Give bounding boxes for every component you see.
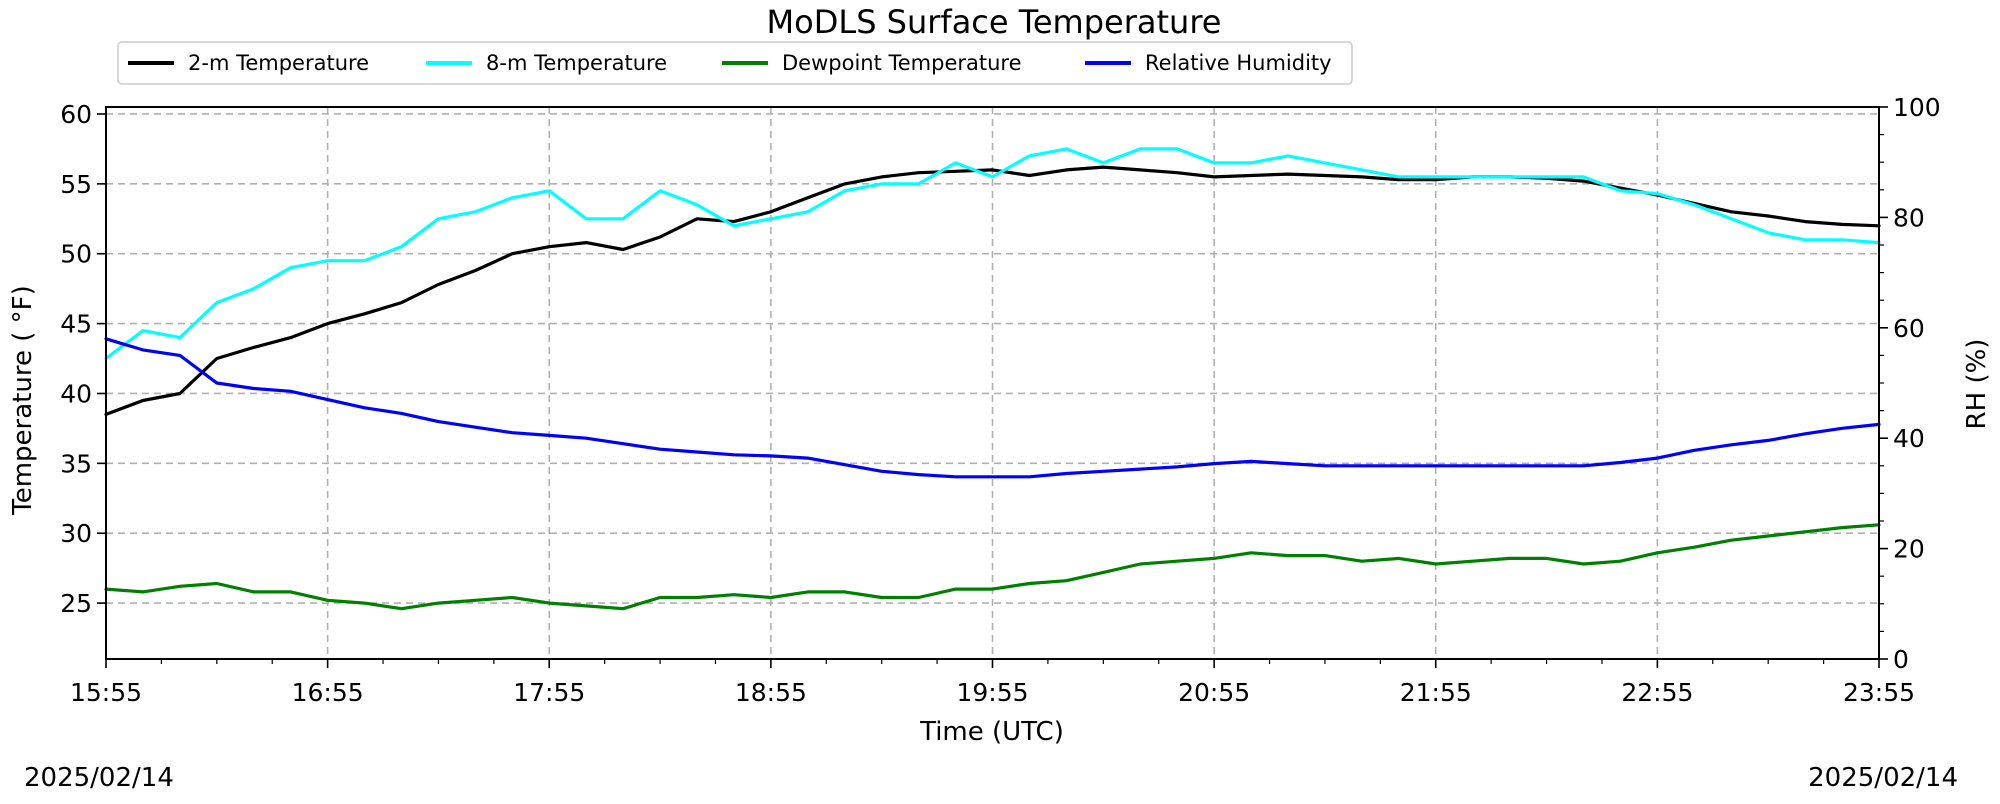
legend-label-0: 2-m Temperature bbox=[188, 51, 369, 75]
series-line-2 bbox=[104, 523, 1881, 611]
x-tick-label-2: 17:55 bbox=[513, 678, 585, 707]
y2-tick-label-0: 0 bbox=[1893, 645, 1909, 674]
x-tick-label-8: 23:55 bbox=[1843, 678, 1915, 707]
series-layer bbox=[104, 147, 1881, 611]
x-tick-label-1: 16:55 bbox=[292, 678, 364, 707]
y2-tick-label-5: 100 bbox=[1893, 93, 1941, 122]
y-tick-label-3: 40 bbox=[60, 379, 92, 408]
legend-label-1: 8-m Temperature bbox=[486, 51, 667, 75]
legend: 2-m Temperature 8-m Temperature Dewpoint T… bbox=[117, 41, 1353, 85]
series-line-0 bbox=[104, 165, 1881, 416]
date-right: 2025/02/14 bbox=[1808, 763, 1958, 793]
y-tick-label-4: 45 bbox=[60, 310, 92, 339]
x-tick-label-3: 18:55 bbox=[735, 678, 807, 707]
y2-axis-label: RH (%) bbox=[1962, 339, 1992, 430]
y-tick-label-2: 35 bbox=[60, 449, 92, 478]
x-tick-label-6: 21:55 bbox=[1400, 678, 1472, 707]
x-tick-label-4: 19:55 bbox=[956, 678, 1028, 707]
x-tick-label-5: 20:55 bbox=[1178, 678, 1250, 707]
series-line-1 bbox=[104, 147, 1881, 361]
y-tick-label-7: 60 bbox=[60, 100, 92, 129]
y-tick-label-0: 25 bbox=[60, 589, 92, 618]
y2-tick-label-4: 80 bbox=[1893, 203, 1925, 232]
x-tick-label-0: 15:55 bbox=[70, 678, 142, 707]
y-axis-label: Temperature ( °F) bbox=[8, 285, 38, 515]
y2-tick-label-3: 60 bbox=[1893, 314, 1925, 343]
y2-tick-label-2: 40 bbox=[1893, 424, 1925, 453]
chart-title: MoDLS Surface Temperature bbox=[767, 3, 1222, 41]
y-tick-label-5: 50 bbox=[60, 240, 92, 269]
y2-tick-label-1: 20 bbox=[1893, 535, 1925, 564]
y-tick-label-1: 30 bbox=[60, 519, 92, 548]
date-left: 2025/02/14 bbox=[24, 763, 174, 793]
grid bbox=[105, 107, 1880, 659]
legend-label-3: Relative Humidity bbox=[1145, 51, 1332, 75]
y-tick-label-6: 55 bbox=[60, 170, 92, 199]
series-line-3 bbox=[104, 337, 1881, 479]
x-tick-label-7: 22:55 bbox=[1621, 678, 1693, 707]
x-axis-label: Time (UTC) bbox=[919, 717, 1064, 747]
legend-label-2: Dewpoint Temperature bbox=[782, 51, 1022, 75]
axes: 15:55 16:55 17:55 18:55 19:55 20:55 21:55 22:55… bbox=[60, 93, 1941, 707]
